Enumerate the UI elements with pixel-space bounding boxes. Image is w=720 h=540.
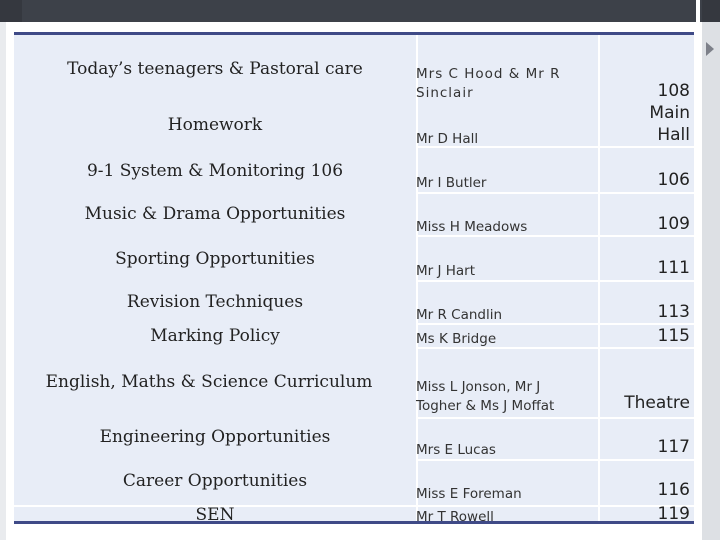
session-room-line: Hall	[657, 125, 690, 145]
row-divider	[14, 505, 694, 507]
session-topic: Engineering Opportunities	[99, 427, 331, 447]
session-topic: Today’s teenagers & Pastoral care	[67, 59, 363, 79]
session-staff: Miss H Meadows	[416, 219, 528, 235]
row-divider	[416, 417, 694, 419]
session-room: 113	[657, 302, 690, 322]
row-divider	[416, 280, 694, 282]
session-staff: Mr I Butler	[416, 175, 487, 191]
session-room-line: Main	[649, 103, 690, 123]
slide-top-bar-gap	[696, 0, 700, 22]
session-room: 119	[657, 504, 690, 524]
session-staff-line: Miss L Jonson, Mr J	[416, 379, 541, 395]
session-staff: Miss L Jonson, Mr J Togher & Ms J Moffat	[416, 378, 596, 416]
session-topic: Marking Policy	[150, 326, 280, 346]
session-staff: Ms K Bridge	[416, 331, 497, 347]
slide-top-bar	[0, 0, 720, 22]
session-room: Theatre	[624, 393, 690, 413]
row-divider	[416, 323, 694, 325]
session-room-line: 108	[657, 81, 690, 101]
session-staff: Mr J Hart	[416, 263, 476, 279]
session-staff-line: Togher & Ms J Moffat	[416, 398, 555, 414]
slide-right-edge	[702, 22, 720, 540]
row-divider	[416, 235, 694, 237]
session-topic: Revision Techniques	[126, 292, 304, 312]
slide-top-bar-band	[22, 0, 702, 22]
session-topic: Sporting Opportunities	[115, 249, 315, 269]
triangle-marker-icon	[706, 42, 714, 56]
session-room: 111	[657, 258, 690, 278]
session-staff: Miss E Foreman	[416, 486, 522, 502]
session-topic: Music & Drama Opportunities	[84, 204, 346, 224]
row-divider	[416, 347, 694, 349]
schedule-table: Today’s teenagers & Pastoral care Mrs C …	[14, 32, 694, 525]
session-room: 109	[657, 214, 690, 234]
session-topic: Career Opportunities	[122, 471, 308, 491]
session-room: 117	[657, 437, 690, 457]
session-room: 106	[657, 170, 690, 190]
row-divider	[416, 459, 694, 461]
session-topic: 9-1 System & Monitoring 106	[86, 161, 344, 181]
row-divider	[416, 146, 694, 148]
column-divider	[598, 35, 600, 521]
session-topic: Homework	[167, 115, 263, 135]
session-staff: Mr T Rowell	[416, 509, 494, 525]
session-room: 115	[657, 326, 690, 346]
row-divider	[416, 192, 694, 194]
session-topic: English, Maths & Science Curriculum	[45, 372, 373, 392]
column-divider	[416, 35, 418, 521]
session-room: 116	[657, 480, 690, 500]
session-topic: SEN	[195, 505, 235, 525]
slide-left-edge	[0, 22, 6, 540]
session-staff: Mrs E Lucas	[416, 442, 496, 458]
session-staff: Mr R Candlin	[416, 307, 503, 323]
session-room: 108 Main Hall	[604, 80, 690, 146]
session-staff: Mrs C Hood & Mr R Sinclair	[416, 66, 561, 101]
session-staff: Mr D Hall	[416, 131, 479, 147]
